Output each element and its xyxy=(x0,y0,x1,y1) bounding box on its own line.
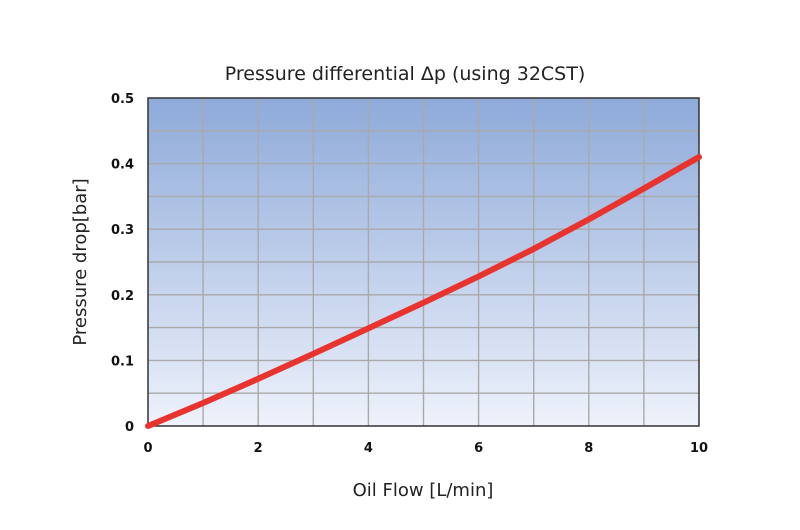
y-tick-label: 0.1 xyxy=(111,354,134,369)
series-group xyxy=(145,154,702,429)
y-tick-labels: 0 0.1 0.2 0.3 0.4 0.5 xyxy=(111,92,134,435)
chart-title: Pressure differential Δp (using 32CST) xyxy=(225,63,586,85)
y-tick-label: 0 xyxy=(125,420,134,435)
x-tick-label: 0 xyxy=(143,441,152,456)
x-tick-label: 10 xyxy=(690,441,708,456)
horizontal-gridlines xyxy=(148,130,699,394)
x-tick-labels: 0 2 4 6 8 10 xyxy=(143,441,708,456)
y-tick-label: 0.2 xyxy=(111,289,134,304)
y-axis-label: Pressure drop[bar] xyxy=(70,178,91,345)
x-axis-label: Oil Flow [L/min] xyxy=(353,480,494,501)
pressure-drop-series-line xyxy=(145,154,702,429)
y-tick-label: 0.4 xyxy=(111,158,134,173)
y-tick-label: 0.5 xyxy=(111,92,134,107)
x-tick-label: 6 xyxy=(474,441,483,456)
x-tick-label: 2 xyxy=(254,441,263,456)
y-tick-label: 0.3 xyxy=(111,223,134,238)
x-tick-label: 8 xyxy=(584,441,593,456)
plot-frame xyxy=(147,97,700,427)
x-tick-label: 4 xyxy=(364,441,373,456)
